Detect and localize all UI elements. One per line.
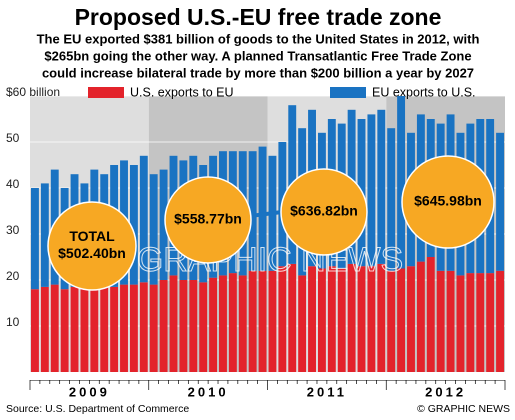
chart-title: Proposed U.S.-EU free trade zone: [75, 4, 442, 30]
bar-segment: [139, 155, 148, 283]
axis-base: [30, 372, 505, 380]
subtitle: The EU exported $381 billion of goods to…: [37, 31, 480, 46]
source: Source: U.S. Department of Commerce: [6, 403, 189, 415]
bar-segment: [149, 284, 158, 372]
bar-segment: [199, 282, 208, 372]
bar-segment: [40, 183, 49, 287]
bar-segment: [308, 266, 316, 372]
bar-segment: [31, 289, 39, 372]
y-tick-label: 10: [6, 315, 20, 329]
year-label: 2011: [307, 384, 347, 399]
subtitle: could increase bilateral trade by more t…: [42, 65, 474, 80]
bar-segment: [129, 284, 138, 372]
legend-label: U.S. exports to EU: [130, 85, 234, 99]
total-circle: [401, 155, 495, 249]
bar-segment: [387, 128, 396, 271]
y-tick-label: 30: [6, 223, 20, 237]
bar-segment: [90, 286, 99, 372]
annotation: $636.82bn: [290, 203, 358, 219]
bar-segment: [219, 275, 227, 372]
bar-segment: [426, 257, 435, 372]
bar-segment: [397, 268, 406, 372]
bar-segment: [50, 284, 59, 372]
subtitle: $265bn going the other way. A planned Tr…: [44, 48, 471, 63]
bar-segment: [120, 284, 128, 372]
bar-segment: [169, 275, 178, 372]
bar-segment: [228, 273, 237, 372]
bar-segment: [397, 96, 406, 269]
y-tick-label: 20: [6, 269, 20, 283]
bar-segment: [258, 146, 267, 271]
annotation: $558.77bn: [174, 211, 242, 227]
bar-segment: [179, 280, 188, 372]
bar-segment: [486, 273, 495, 372]
bar-segment: [31, 188, 39, 290]
bar-segment: [496, 270, 504, 372]
bar-segment: [436, 270, 445, 372]
bar-segment: [129, 165, 138, 285]
bar-segment: [70, 286, 79, 372]
bar-segment: [238, 275, 247, 372]
bar-segment: [446, 270, 455, 372]
bar-segment: [367, 114, 376, 267]
bar-segment: [139, 282, 148, 372]
annotation: $645.98bn: [414, 193, 482, 209]
bar-segment: [387, 270, 396, 372]
bar-segment: [298, 275, 307, 372]
bar-segment: [407, 266, 415, 372]
credit: © GRAPHIC NEWS: [417, 403, 510, 415]
total-circle: [47, 201, 137, 291]
legend-swatch: [330, 87, 366, 98]
annotation: $502.40bn: [58, 245, 126, 261]
bar-segment: [496, 132, 504, 271]
bar-segment: [268, 270, 277, 372]
year-label: 2010: [188, 384, 229, 399]
y-tick-label: 40: [6, 177, 20, 191]
bar-segment: [466, 273, 475, 372]
connector: [249, 210, 283, 218]
bar-segment: [278, 266, 287, 372]
bar-segment: [40, 286, 49, 372]
bar-segment: [110, 286, 119, 372]
bar-segment: [377, 109, 386, 264]
annotation: TOTAL: [69, 228, 115, 244]
bar-segment: [248, 151, 257, 271]
bar-segment: [159, 169, 168, 280]
bar-segment: [248, 270, 257, 372]
bar-segment: [209, 277, 218, 372]
bar-segment: [327, 266, 336, 372]
bar-segment: [149, 174, 158, 285]
year-label: 2012: [425, 384, 466, 399]
bar-segment: [347, 263, 356, 372]
bar-segment: [416, 261, 425, 372]
bar-segment: [258, 270, 267, 372]
bar-segment: [367, 266, 376, 372]
bar-segment: [189, 280, 198, 372]
total-circle: [164, 176, 252, 264]
bar-segment: [337, 268, 346, 372]
legend-swatch: [88, 87, 124, 98]
year-label: 2009: [69, 384, 110, 399]
y-tick-label: $60 billion: [6, 85, 60, 99]
bar-segment: [476, 273, 485, 372]
bar-segment: [357, 266, 366, 372]
total-circle: [280, 168, 368, 256]
bar-segment: [159, 280, 168, 372]
y-tick-label: 50: [6, 131, 20, 145]
bar-segment: [100, 284, 109, 372]
bar-segment: [317, 268, 326, 372]
legend-label: EU exports to U.S.: [372, 85, 476, 99]
bar-segment: [60, 289, 69, 372]
bar-segment: [456, 275, 465, 372]
bar-segment: [80, 289, 89, 372]
bar-segment: [377, 263, 386, 372]
bar-segment: [288, 263, 297, 372]
